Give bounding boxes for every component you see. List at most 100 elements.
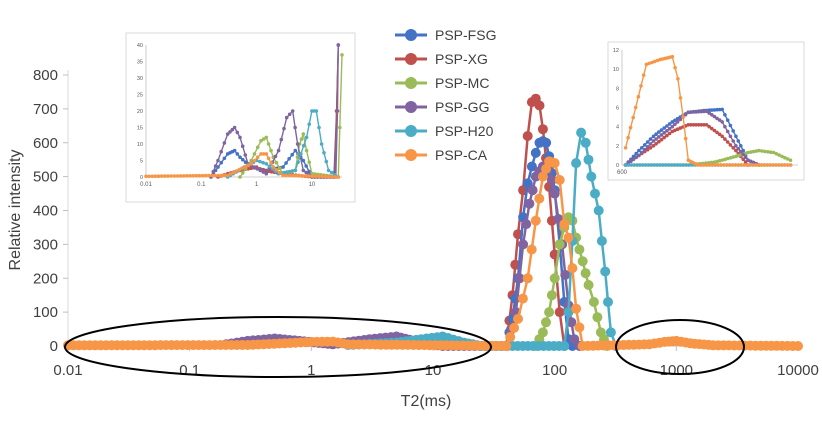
data-point	[571, 303, 582, 314]
inset-data-point	[780, 154, 784, 159]
inset-data-point	[291, 173, 295, 178]
inset-data-point	[774, 152, 779, 156]
inset-data-point	[166, 174, 170, 178]
inset-data-point	[169, 174, 173, 178]
inset-data-point	[751, 149, 756, 154]
inset-data-point	[284, 115, 289, 120]
legend-swatch-marker	[405, 29, 417, 41]
inset-data-point	[243, 153, 248, 157]
inset-data-point	[686, 110, 691, 115]
inset-data-point	[661, 163, 665, 167]
inset-data-point	[667, 131, 672, 136]
legend-label: PSP-GG	[435, 99, 489, 115]
inset-data-point	[746, 158, 750, 162]
inset-data-point	[651, 139, 656, 143]
inset-data-point	[719, 163, 723, 167]
x-axis-label: T2(ms)	[401, 393, 452, 410]
inset-data-point	[723, 124, 727, 129]
legend-label: PSP-FSG	[435, 27, 496, 43]
legend-label: PSP-CA	[435, 147, 488, 163]
inset-data-point	[670, 54, 675, 59]
inset-data-point	[293, 125, 297, 130]
inset-data-point	[282, 126, 286, 131]
inset-data-point	[197, 173, 202, 178]
inset-data-point	[194, 173, 199, 178]
inset-y-tick-label: 6	[616, 106, 619, 112]
inset-data-point	[673, 128, 677, 133]
data-point	[501, 341, 512, 351]
inset-data-point	[255, 167, 259, 171]
inset-data-point	[269, 170, 274, 174]
inset-data-point	[667, 122, 672, 126]
inset-data-point	[655, 163, 660, 167]
inset-data-point	[264, 135, 269, 140]
inset-data-point	[285, 170, 289, 174]
inset-series-psp-gg	[623, 109, 761, 167]
inset-data-point	[322, 151, 326, 155]
inset-data-point	[301, 158, 306, 163]
inset-data-point	[238, 135, 242, 140]
inset-data-point	[279, 137, 284, 142]
inset-data-point	[739, 163, 743, 167]
data-point	[526, 244, 537, 255]
inset-data-point	[691, 123, 696, 127]
inset-data-point	[304, 174, 308, 178]
inset-data-point	[252, 152, 257, 156]
inset-data-point	[340, 53, 344, 57]
data-point	[577, 256, 588, 267]
legend: PSP-FSG PSP-XG PSP-MC PSP-GG PSP-H20 PSP-CA	[395, 27, 496, 163]
legend-label: PSP-XG	[435, 51, 488, 67]
inset-data-point	[259, 138, 263, 143]
inset-data-point	[299, 137, 304, 141]
inset-data-point	[727, 163, 732, 167]
data-point	[583, 154, 594, 165]
inset-y-tick-label: 0	[140, 175, 143, 181]
inset-y-tick-label: 10	[137, 142, 143, 148]
inset-data-point	[710, 108, 714, 112]
legend-label: PSP-H20	[435, 123, 494, 139]
inset-data-point	[335, 109, 340, 113]
data-point	[580, 268, 591, 279]
inset-data-point	[304, 164, 309, 168]
inset-data-point	[759, 163, 764, 167]
inset-data-point	[216, 158, 220, 163]
inset-data-point	[222, 173, 227, 178]
inset-data-point	[304, 135, 309, 140]
y-tick-label: 300	[33, 236, 58, 253]
inset-data-point	[641, 163, 645, 167]
inset-data-point	[299, 152, 303, 156]
inset-data-point	[774, 163, 778, 167]
x-tick-label: 1	[307, 362, 315, 379]
data-point	[537, 124, 548, 135]
inset-data-point	[228, 172, 233, 176]
inset-data-point	[246, 163, 251, 167]
inset-data-point	[252, 165, 256, 169]
inset-data-point	[287, 157, 291, 161]
inset-data-point	[144, 174, 148, 179]
y-tick-label: 400	[33, 203, 58, 220]
inset-data-point	[736, 139, 741, 143]
data-point	[603, 297, 613, 307]
inset-data-point	[287, 173, 292, 178]
inset-data-point	[640, 150, 644, 155]
y-axis-label: Relative intensity	[7, 150, 24, 271]
inset-data-point	[150, 174, 155, 179]
inset-data-point	[640, 146, 644, 150]
inset-data-point	[734, 144, 738, 148]
inset-data-point	[258, 168, 263, 173]
inset-data-point	[213, 173, 217, 178]
inset-data-point	[642, 143, 647, 147]
inset-data-point	[243, 164, 248, 169]
inset-data-point	[241, 157, 245, 162]
inset-data-point	[200, 173, 205, 178]
inset-data-point	[756, 163, 761, 167]
inset-data-point	[641, 73, 646, 77]
inset-data-point	[266, 142, 271, 146]
data-point	[586, 171, 597, 182]
inset-data-point	[636, 94, 641, 99]
inset-data-point	[293, 168, 298, 173]
inset-data-point	[742, 163, 746, 167]
inset-data-point	[788, 163, 793, 167]
data-point	[514, 273, 525, 284]
